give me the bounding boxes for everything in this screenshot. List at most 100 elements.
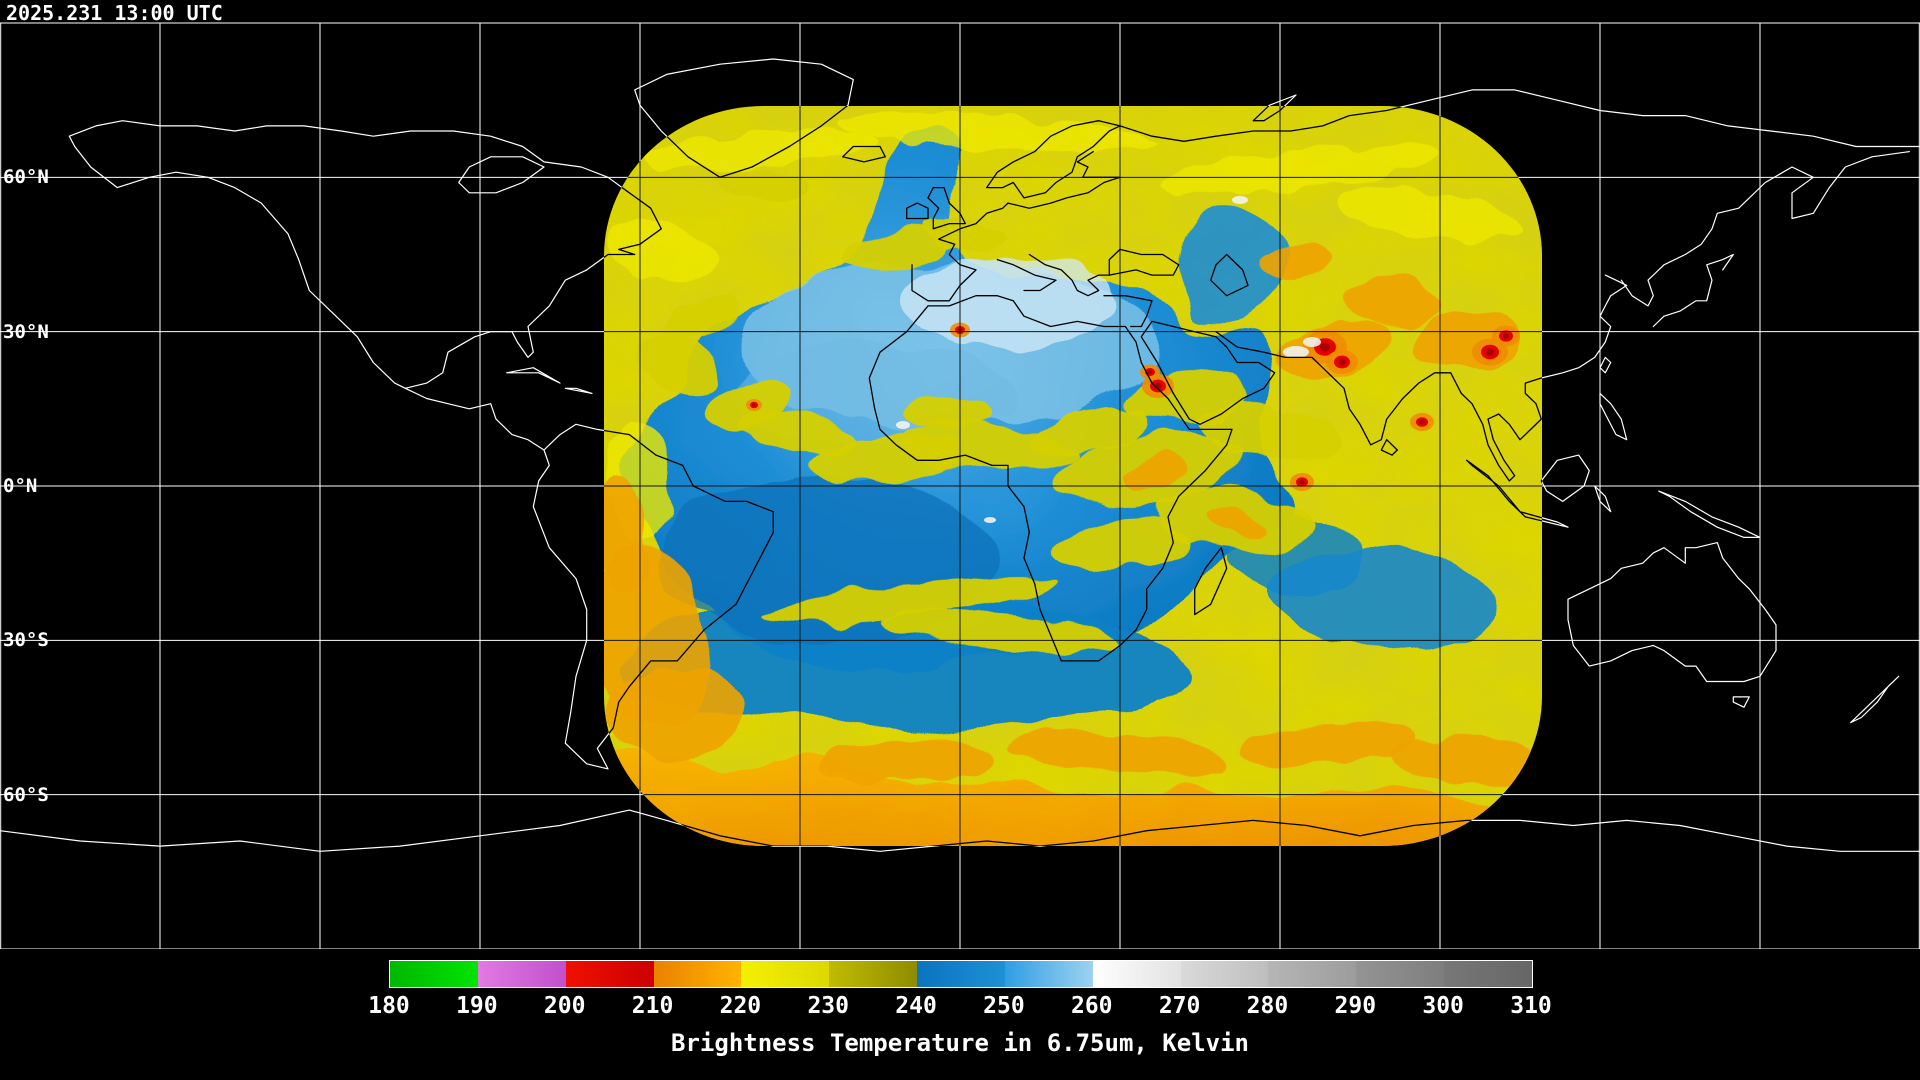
cold-cloud-patch: [1390, 738, 1542, 782]
cold-cloud-patch: [604, 480, 648, 600]
coastline: [996, 258, 1057, 292]
coldest-cloud-core: [1320, 342, 1330, 352]
colorbar-tick-280: 280: [1246, 993, 1289, 1019]
colorbar: [389, 960, 1533, 988]
coastline: [1621, 152, 1909, 306]
colorbar-segment-190-200: [477, 961, 566, 987]
coastline: [1466, 459, 1542, 528]
cloud-band: [880, 611, 1120, 653]
warm-surface-speck: [896, 421, 910, 429]
coastline: [564, 387, 593, 394]
colorbar-tick-240: 240: [895, 993, 937, 1019]
clear-sky-patch: [1268, 550, 1492, 650]
colorbar-tick-250: 250: [983, 993, 1025, 1019]
coastline: [1540, 454, 1542, 503]
cold-cloud-patch: [1344, 277, 1440, 327]
disk-overlay-lines: [507, 106, 1909, 846]
cloud-band: [755, 577, 1055, 623]
cold-cloud-patch: [816, 738, 996, 786]
colorbar-segment-240-250: [917, 961, 1005, 987]
colorbar-segment-220-230: [741, 961, 830, 987]
colorbar-segment-180-190: [390, 961, 478, 987]
cold-cloud-patch: [1240, 722, 1420, 766]
latitude-label: 60°N: [3, 166, 49, 189]
coastline: [1567, 542, 1777, 683]
cold-cloud-patch: [1128, 455, 1192, 485]
coastline: [1568, 543, 1776, 682]
legend: 180 190 200 210 220 230 240 250 260 270 280 290 300 3…: [0, 949, 1920, 1080]
satellite-data-disk: [604, 106, 1542, 846]
colorbar-tick-200: 200: [543, 993, 586, 1019]
coastline: [1210, 253, 1249, 297]
coastline: [458, 156, 545, 194]
bright-cloud-band: [640, 130, 880, 170]
coastline: [1732, 696, 1750, 708]
colorbar-tick-180: 180: [368, 993, 410, 1019]
coastline: [1595, 486, 1611, 512]
colorbar-segment-290-300: [1356, 961, 1445, 987]
coastline: [1108, 248, 1180, 276]
coastline: [507, 368, 560, 383]
warm-surface-speck: [984, 517, 996, 523]
colorbar-tick-290: 290: [1334, 993, 1377, 1019]
coldest-cloud-core: [1502, 333, 1510, 339]
colorbar-tick-260: 260: [1070, 993, 1113, 1019]
warm-surface-speck: [1303, 337, 1321, 347]
coastline: [404, 387, 545, 451]
colorbar-segment-210-220: [653, 961, 742, 987]
coastline: [68, 120, 662, 389]
colorbar-tick-310: 310: [1510, 993, 1552, 1019]
cold-cloud-patch: [1212, 508, 1264, 534]
coastline: [1028, 253, 1110, 297]
coldest-cloud-core: [1419, 419, 1425, 425]
cold-cloud-patch: [606, 667, 746, 757]
cloud-band: [840, 229, 950, 271]
coldest-cloud-core: [1299, 479, 1305, 485]
colorbar-segment-300-310: [1444, 961, 1532, 987]
colorbar-segment-230-240: [829, 961, 918, 987]
coastline: [1594, 485, 1612, 513]
colorbar-segment-260-270: [1092, 961, 1181, 987]
latitude-label: 30°S: [3, 629, 49, 652]
coastline: [506, 367, 561, 384]
colorbar-segment-200-210: [565, 961, 654, 987]
coastline: [1140, 320, 1276, 425]
legend-caption: Brightness Temperature in 6.75um, Kelvin: [671, 1029, 1249, 1057]
coastline: [1215, 274, 1542, 482]
coastline: [986, 120, 1121, 199]
bright-cloud-band: [1341, 186, 1519, 244]
coastline: [1252, 106, 1297, 122]
colorbar-tick-190: 190: [456, 993, 498, 1019]
coastline: [1599, 356, 1612, 374]
cloud-band: [1194, 400, 1336, 460]
colorbar-segment-250-260: [1004, 961, 1093, 987]
coastline: [1620, 151, 1910, 307]
cloud-band: [897, 397, 993, 429]
coldest-cloud-core: [1485, 348, 1495, 356]
latitude-label: 60°S: [3, 783, 49, 806]
coastline: [906, 202, 929, 220]
coastline: [1540, 454, 1590, 502]
clear-sky-patch: [1183, 203, 1287, 327]
warm-surface-speck: [1283, 346, 1309, 358]
coastline: [1600, 393, 1627, 439]
coastline: [1103, 295, 1153, 328]
warm-surface-speck: [1232, 196, 1248, 204]
coastline: [1380, 439, 1398, 456]
coastline: [604, 809, 1542, 846]
colorbar-tick-300: 300: [1422, 993, 1464, 1019]
coastline: [1599, 392, 1628, 441]
coastline: [604, 120, 662, 389]
coldest-cloud-core: [1147, 370, 1153, 374]
coastline: [1658, 490, 1761, 538]
coastline: [1119, 106, 1542, 148]
timestamp: 2025.231 13:00 UTC: [6, 1, 223, 25]
southern-cold-cloud-band: [604, 754, 1542, 846]
coastline: [868, 295, 1233, 662]
coastline: [604, 423, 774, 770]
latitude-label: 30°N: [3, 320, 49, 343]
coldest-cloud-core: [1338, 358, 1346, 366]
colorbar-tick-220: 220: [719, 993, 762, 1019]
